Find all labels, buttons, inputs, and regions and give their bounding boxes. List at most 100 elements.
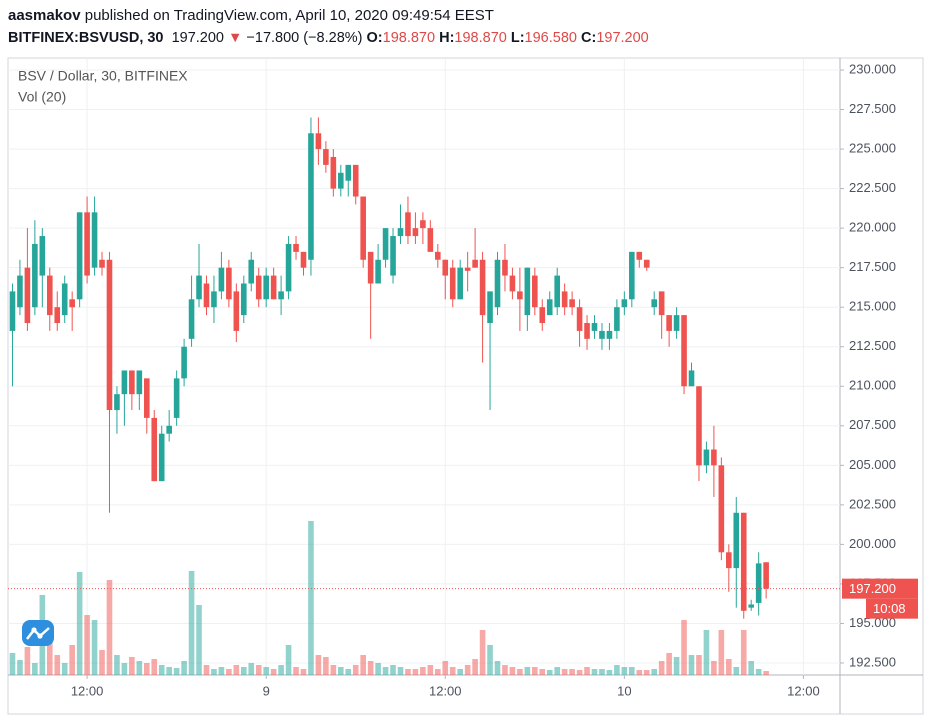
volume-bar — [509, 667, 516, 675]
y-tick-label: 217.500 — [849, 259, 896, 274]
volume-bar — [360, 655, 366, 675]
candle-body — [681, 315, 687, 387]
close-label: C: — [581, 30, 597, 46]
volume-bar — [17, 660, 23, 675]
volume-bar — [636, 670, 643, 675]
volume-label: Vol (20) — [18, 89, 66, 105]
volume-bar — [502, 665, 508, 675]
volume-bar — [420, 667, 426, 675]
volume-bar — [718, 630, 725, 675]
candle-body — [233, 291, 240, 331]
candle-body — [114, 394, 120, 410]
candle-body — [524, 267, 531, 316]
candle-body — [576, 307, 583, 331]
volume-bar — [151, 659, 158, 675]
candle-body — [218, 267, 225, 292]
volume-bar — [658, 661, 665, 675]
volume-bar — [397, 667, 404, 675]
volume-bar — [24, 647, 31, 675]
overlay: BSV / Dollar, 30, BITFINEX Vol (20) 197.… — [8, 68, 918, 646]
author: aasmakov — [8, 7, 81, 24]
candle-body — [449, 267, 456, 300]
candle-body — [479, 259, 486, 316]
candle-body — [397, 228, 404, 237]
candle-body — [629, 251, 635, 300]
volume-bar — [599, 669, 605, 675]
candle-body — [54, 307, 61, 324]
volume-bar — [666, 653, 672, 675]
volume-bar — [681, 620, 687, 675]
candle-body — [420, 220, 426, 229]
countdown-tag — [866, 598, 918, 619]
volume-bar — [61, 663, 68, 675]
candle-body — [338, 172, 344, 189]
volume-bar — [84, 615, 90, 675]
candle-body — [345, 164, 352, 181]
volume-bar — [196, 605, 202, 675]
volume-bar — [711, 661, 717, 675]
volume-bar — [54, 655, 61, 675]
x-tick-label: 12:00 — [787, 683, 820, 698]
volume-bar — [76, 572, 83, 675]
volume-bar — [726, 659, 732, 675]
candle-body — [740, 512, 747, 611]
candle-body — [32, 243, 38, 308]
candle-body — [726, 552, 732, 569]
chart-title: BSV / Dollar, 30, BITFINEX — [18, 68, 188, 84]
volume-bar — [546, 670, 553, 675]
volume-bar — [576, 670, 583, 675]
candle-body — [46, 275, 53, 316]
candle-body — [188, 299, 195, 339]
arrow: ▼ — [228, 30, 243, 46]
candle-body — [9, 291, 16, 331]
volume-bar — [629, 667, 635, 675]
candle-body — [457, 267, 463, 300]
candle-body — [502, 259, 508, 276]
candle-body — [315, 133, 322, 150]
volume-bar — [203, 665, 210, 675]
y-tick-label: 210.000 — [849, 378, 896, 393]
high-label: H: — [439, 30, 455, 46]
volume-bar — [367, 661, 374, 675]
candle-body — [405, 212, 411, 237]
price-tag — [842, 578, 918, 599]
volume-bar — [323, 657, 329, 675]
candle-body — [69, 299, 75, 308]
volume-bar — [494, 661, 501, 675]
published: published on TradingView.com, April 10, … — [84, 7, 494, 24]
candle-body — [382, 228, 389, 260]
volume-bar — [106, 580, 113, 675]
volume-bar — [449, 667, 456, 675]
candle-body — [532, 275, 538, 308]
volume-bar — [554, 667, 560, 675]
volume-bar — [435, 669, 441, 675]
candle-body — [763, 562, 769, 589]
volume-bar — [226, 669, 232, 675]
candle-body — [255, 275, 262, 300]
volume-bar — [99, 650, 105, 675]
candle-body — [308, 133, 314, 260]
candle-body — [285, 243, 292, 292]
candle-body — [248, 259, 255, 284]
candle-body — [539, 307, 546, 324]
volume-bar — [121, 663, 128, 675]
volume-bar — [606, 670, 613, 675]
open-label: O: — [366, 30, 383, 46]
candle-body — [472, 259, 478, 268]
volume-bar — [188, 571, 195, 675]
candle-body — [688, 370, 695, 387]
volume-bar — [442, 661, 449, 675]
publish-line: aasmakov published on TradingView.com, A… — [8, 5, 923, 27]
y-tick-label: 220.000 — [849, 220, 896, 235]
candle-body — [584, 323, 590, 339]
candle-body — [569, 299, 575, 308]
candle-body — [606, 330, 613, 339]
candle-body — [494, 259, 501, 308]
volume-bar — [539, 669, 546, 675]
volume-bar — [561, 669, 568, 675]
candle-body — [561, 291, 568, 308]
logo — [22, 620, 54, 646]
volume-bar — [91, 620, 98, 675]
volume-bar — [143, 663, 150, 675]
candle-body — [270, 275, 277, 300]
